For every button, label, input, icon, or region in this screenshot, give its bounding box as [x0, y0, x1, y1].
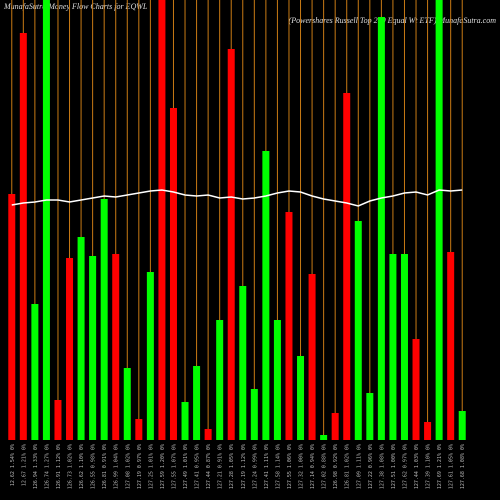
- x-tick-label: 12.67 1.21% 0%: [21, 444, 27, 486]
- chart-subtitle: (Powershares Russell Top 200 Equal Wt ET…: [289, 16, 497, 25]
- x-tick-label: 127.21 0.91% 0%: [218, 444, 224, 489]
- bar: [273, 320, 281, 440]
- x-tick-label: 126.94 1.33% 0%: [33, 444, 39, 489]
- x-tick-label: 127.44 1.03% 0%: [414, 444, 420, 489]
- chart-title: MunafaSutra Money Flow Charts for EQWL: [3, 2, 148, 11]
- x-tick-label: 126.91 1.12% 0%: [56, 444, 62, 489]
- bar: [54, 400, 62, 440]
- x-tick-label: 127.62 0.97% 0%: [402, 444, 408, 489]
- bar: [366, 393, 374, 440]
- x-tick-label: 127.58 1.14% 0%: [275, 444, 281, 489]
- bar: [412, 339, 420, 440]
- bar: [400, 254, 408, 440]
- x-tick-label: 127.59 1.20% 0%: [160, 444, 166, 489]
- x-tick-label: 127.68 1.08% 0%: [460, 444, 466, 489]
- bar: [204, 429, 212, 440]
- x-tick-label: 127.41 0.95% 0%: [195, 444, 201, 489]
- bar: [447, 252, 455, 440]
- bar: [331, 413, 339, 440]
- x-tick-label: 126.98 0.92% 0%: [333, 444, 339, 489]
- bar: [100, 199, 108, 440]
- x-tick-label: 127.28 1.05% 0%: [229, 444, 235, 489]
- x-tick-label: 127.55 1.07% 0%: [171, 444, 177, 489]
- bar: [377, 17, 385, 440]
- x-tick-label: 127.38 1.08% 0%: [379, 444, 385, 489]
- x-tick-label: 127.19 1.12% 0%: [241, 444, 247, 489]
- x-tick-label: 12.62 1.54% 0%: [10, 444, 16, 486]
- bar: [458, 411, 466, 440]
- bar: [354, 221, 362, 440]
- bar: [389, 254, 397, 440]
- bar: [135, 419, 143, 440]
- bar: [320, 435, 328, 440]
- bar: [112, 254, 120, 440]
- x-tick-label: 127.49 1.01% 0%: [183, 444, 189, 489]
- bar: [66, 258, 74, 440]
- bar: [19, 33, 27, 440]
- x-tick-label: 127.61 1.05% 0%: [449, 444, 455, 489]
- x-tick-label: 127.25 1.01% 0%: [148, 444, 154, 489]
- x-tick-label: 127.02 0.88% 0%: [322, 444, 328, 489]
- x-tick-label: 127.09 1.11% 0%: [356, 444, 362, 489]
- bar: [158, 0, 166, 440]
- x-tick-label: 126.81 0.91% 0%: [102, 444, 108, 489]
- x-tick-label: 127.14 0.94% 0%: [310, 444, 316, 489]
- x-tick-label: 127.22 0.96% 0%: [368, 444, 374, 489]
- bar: [262, 151, 270, 440]
- bar: [297, 356, 305, 440]
- x-tick-label: 127.55 1.06% 0%: [287, 444, 293, 489]
- x-tick-label: 127.19 0.97% 0%: [137, 444, 143, 489]
- x-tick-label: 127.41 1.11% 0%: [264, 444, 270, 489]
- bar: [343, 93, 351, 440]
- bar: [216, 320, 224, 440]
- x-tick-label: 126.62 1.10% 0%: [79, 444, 85, 489]
- x-tick-label: 126.99 1.04% 0%: [114, 444, 120, 489]
- bar: [227, 49, 235, 440]
- bar: [123, 368, 131, 440]
- x-tick-label: 127.08 1.02% 0%: [125, 444, 131, 489]
- x-tick-label: 126.73 1.02% 0%: [68, 444, 74, 489]
- bar: [435, 0, 443, 440]
- bar: [193, 366, 201, 440]
- bar: [181, 402, 189, 440]
- x-tick-label: 126.74 1.27% 0%: [44, 444, 50, 489]
- x-tick-label: 127.24 0.99% 0%: [252, 444, 258, 489]
- bar: [8, 194, 16, 440]
- bar: [308, 274, 316, 440]
- bar: [42, 0, 50, 440]
- x-tick-label: 127.39 1.10% 0%: [426, 444, 432, 489]
- x-tick-label: 127.44 0.87% 0%: [206, 444, 212, 489]
- price-line: [11, 189, 463, 207]
- x-tick-label: 127.32 1.00% 0%: [299, 444, 305, 489]
- bar: [239, 286, 247, 440]
- x-tick-label: 126.81 1.02% 0%: [345, 444, 351, 489]
- x-tick-label: 127.69 1.21% 0%: [437, 444, 443, 489]
- bar: [146, 272, 154, 440]
- bar: [250, 389, 258, 440]
- bar: [31, 304, 39, 440]
- bar: [77, 237, 85, 440]
- x-tick-label: 127.51 1.00% 0%: [391, 444, 397, 489]
- bar: [89, 256, 97, 440]
- bar: [424, 422, 432, 440]
- x-tick-label: 126.55 0.98% 0%: [91, 444, 97, 489]
- bar: [169, 108, 177, 440]
- bar: [285, 212, 293, 440]
